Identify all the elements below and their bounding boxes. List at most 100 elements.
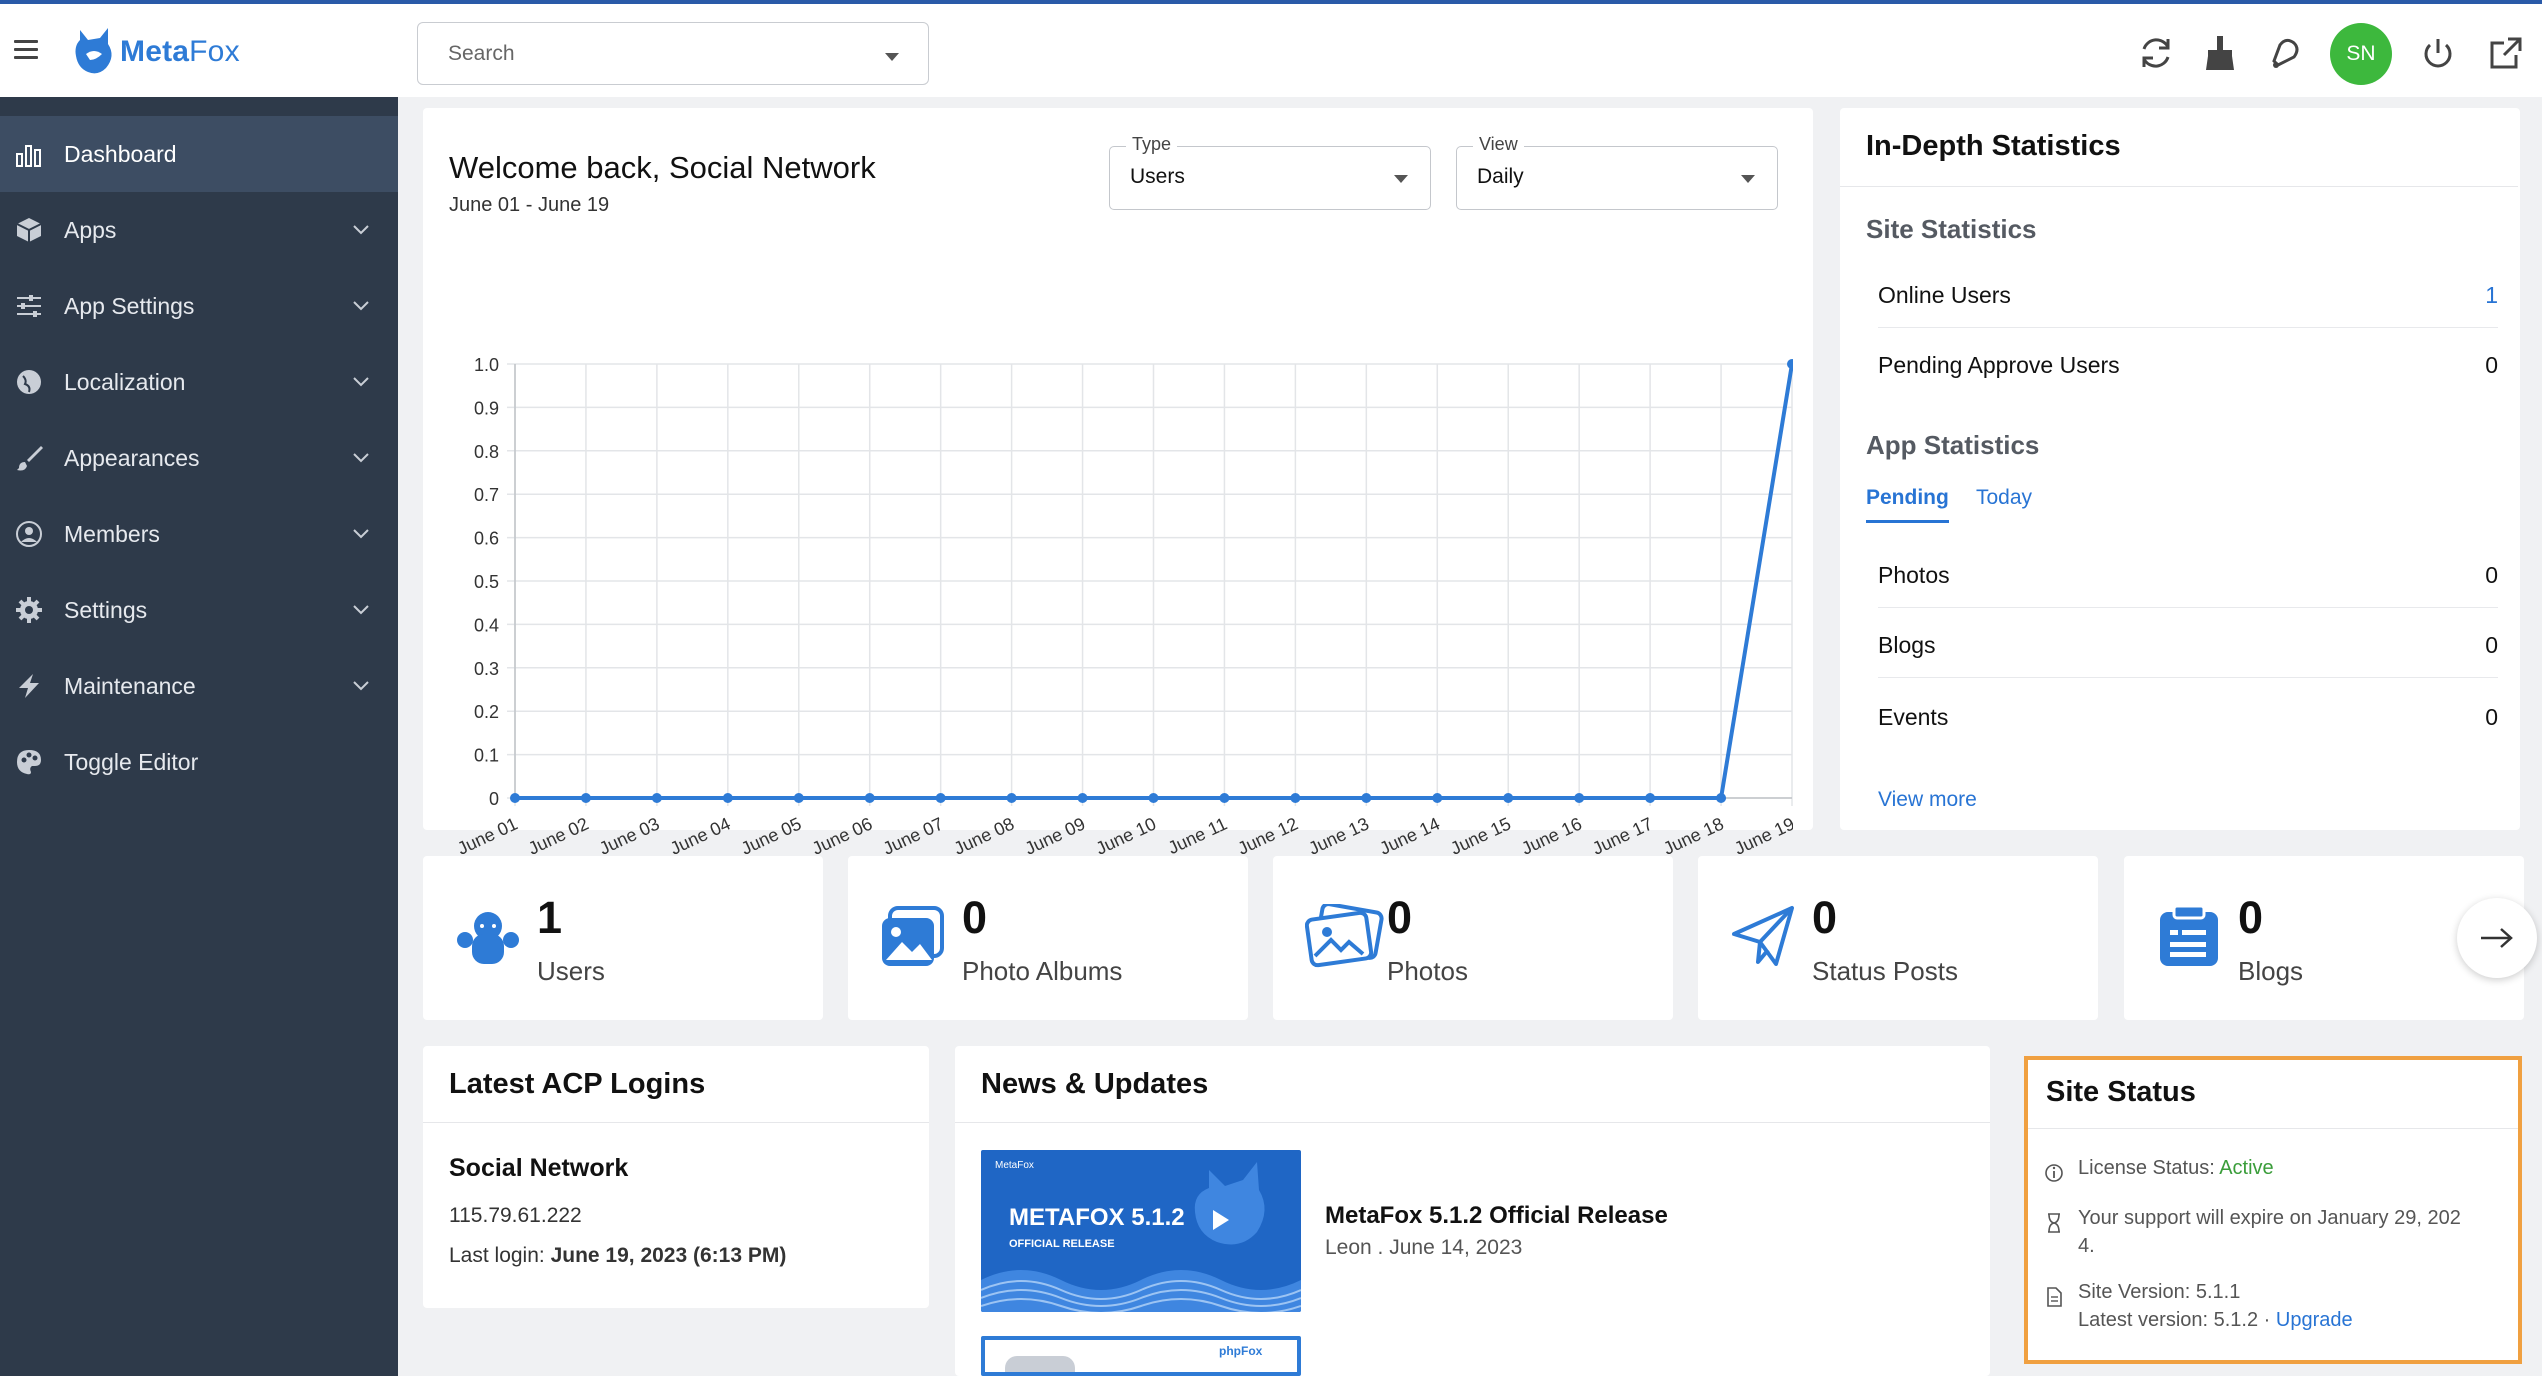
data-point [1645,793,1656,803]
stat-label: Online Users [1878,282,2011,308]
view-select[interactable]: View Daily [1456,134,1778,210]
photos-icon [1305,904,1384,968]
paper-plane-icon [1732,906,1794,966]
metric-card-users[interactable]: 1 Users [423,856,823,1020]
stat-row-photos: Photos 0 [1878,538,2498,608]
bar-chart-icon [14,139,44,169]
news-item-title[interactable]: MetaFox 5.1.2 Official Release [1325,1202,1668,1229]
metric-card-photos[interactable]: 0 Photos [1273,856,1673,1020]
tab-today[interactable]: Today [1976,486,2033,509]
last-login: Last login: June 19, 2023 (6:13 PM) [449,1244,786,1268]
license-status: License Status: Active [2078,1154,2274,1182]
metric-card-status-posts[interactable]: 0 Status Posts [1698,856,2098,1020]
sidebar-item-toggle-editor[interactable]: Toggle Editor [0,724,398,800]
data-point [864,793,875,803]
y-tick-label: 0.2 [474,702,499,722]
data-point [1432,793,1443,803]
license-status-label: License Status: [2078,1157,2220,1179]
news-thumbnail[interactable]: phpFox [981,1336,1301,1376]
latest-version-text: Latest version: 5.1.2 · [2078,1309,2276,1331]
sidebar-item-label: App Settings [64,292,195,319]
globe-icon [14,367,44,397]
sidebar-item-localization[interactable]: Localization [0,344,398,420]
stat-label: Events [1878,704,1949,730]
sliders-icon [14,291,44,321]
sidebar-item-label: Localization [64,368,186,395]
x-tick-label: June 05 [738,813,805,858]
support-expiry-text-cont: 4. [2078,1235,2095,1257]
y-tick-label: 0.4 [474,615,499,635]
broom-icon[interactable] [2198,31,2242,75]
x-tick-label: June 04 [667,813,734,858]
power-icon[interactable] [2416,31,2460,75]
data-point [1290,793,1301,803]
chevron-down-icon [353,681,369,691]
sidebar-item-dashboard[interactable]: Dashboard [0,116,398,192]
user-circle-icon [14,519,44,549]
sidebar-item-settings[interactable]: Settings [0,572,398,648]
tab-pending[interactable]: Pending [1866,486,1949,523]
type-select-label: Type [1126,134,1178,155]
chevron-down-icon [1394,175,1408,183]
stat-value[interactable]: 1 [2485,282,2498,308]
divider [955,1122,1990,1123]
x-tick-label: June 11 [1165,813,1230,858]
brand-light: Fox [189,35,240,68]
stat-label: Pending Approve Users [1878,352,2120,378]
thumb-photo [1005,1356,1075,1372]
view-more-link[interactable]: View more [1878,788,1977,811]
search-input[interactable] [448,23,868,84]
x-tick-label: June 03 [596,813,663,858]
type-select[interactable]: Type Users [1109,134,1431,210]
sidebar-item-label: Dashboard [64,140,177,167]
data-point [1361,793,1372,803]
photo-album-icon [882,906,944,966]
panel-title: Latest ACP Logins [449,1068,706,1100]
stat-label: Blogs [1878,632,1936,658]
divider [2028,1128,2518,1129]
x-tick-label: June 19 [1731,813,1793,858]
search-box[interactable] [417,22,929,85]
x-tick-label: June 10 [1093,813,1160,858]
hourglass-icon [2048,1213,2060,1233]
metric-value: 0 [1387,892,1413,943]
y-tick-label: 0.1 [474,746,499,766]
sidebar-item-appearances[interactable]: Appearances [0,420,398,496]
fox-logo-icon [75,28,112,74]
data-point [651,793,662,803]
site-version-text: Site Version: 5.1.1 [2078,1281,2241,1303]
refresh-icon[interactable] [2134,31,2178,75]
search-dropdown-icon[interactable] [885,53,899,61]
news-thumbnail[interactable]: MetaFox METAFOX 5.1.2 OFFICIAL RELEASE [981,1150,1301,1312]
metric-card-photo-albums[interactable]: 0 Photo Albums [848,856,1248,1020]
thumb-heading: METAFOX 5.1.2 [1009,1204,1185,1231]
chevron-down-icon [353,377,369,387]
logo[interactable]: MetaFox [72,24,240,80]
info-icon [2045,1164,2063,1182]
divider [423,1122,929,1123]
stat-row-blogs: Blogs 0 [1878,608,2498,678]
news-item-meta: Leon . June 14, 2023 [1325,1236,1523,1259]
next-arrow-button[interactable] [2457,898,2537,978]
stat-row-online-users: Online Users 1 [1878,258,2498,328]
upgrade-link[interactable]: Upgrade [2275,1309,2353,1331]
sidebar-item-members[interactable]: Members [0,496,398,572]
chevron-down-icon [353,605,369,615]
login-user-name: Social Network [449,1154,629,1182]
palette-icon [14,747,44,777]
metric-label: Status Posts [1812,956,1958,986]
avatar[interactable]: SN [2330,23,2392,85]
external-link-icon[interactable] [2484,31,2528,75]
menu-icon[interactable] [14,40,38,60]
data-point [722,793,733,803]
metric-label: Photo Albums [962,956,1123,986]
bell-icon[interactable] [2262,31,2306,75]
stat-value: 0 [2485,352,2498,378]
stat-value: 0 [2485,632,2498,658]
sidebar-item-maintenance[interactable]: Maintenance [0,648,398,724]
chevron-down-icon [353,529,369,539]
sidebar-item-apps[interactable]: Apps [0,192,398,268]
sidebar-item-app-settings[interactable]: App Settings [0,268,398,344]
data-point [1077,793,1088,803]
